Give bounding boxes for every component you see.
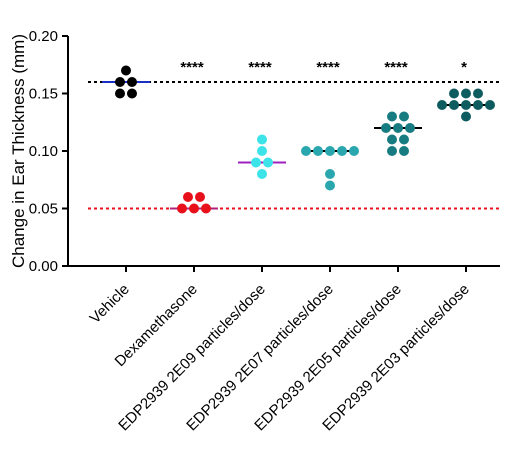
- data-point: [485, 100, 495, 110]
- data-point: [387, 134, 397, 145]
- data-point: [251, 157, 261, 168]
- data-point: [325, 146, 335, 156]
- data-point: [263, 157, 273, 168]
- significance-label: ****: [180, 59, 204, 76]
- data-point: [473, 88, 483, 99]
- y-tick-label: 0.15: [29, 86, 58, 103]
- y-tick-label: 0.05: [29, 201, 58, 218]
- data-point: [405, 123, 415, 133]
- y-axis-label: Change in Ear Thickness (mm): [9, 34, 28, 268]
- data-point: [399, 146, 409, 156]
- data-point: [257, 146, 267, 156]
- x-tick-label: Vehicle: [87, 281, 133, 327]
- y-tick-label: 0.20: [29, 28, 58, 45]
- data-point: [349, 146, 359, 156]
- data-point: [127, 77, 137, 87]
- data-point: [449, 88, 459, 99]
- data-point: [121, 65, 131, 76]
- data-point: [177, 203, 187, 214]
- data-point: [325, 180, 335, 191]
- x-tick-label: EDP2939 2E03 particles/dose: [319, 281, 473, 435]
- data-point: [461, 88, 471, 99]
- data-point: [461, 111, 471, 122]
- data-point: [115, 88, 125, 99]
- x-tick-label: EDP2939 2E07 particles/dose: [183, 281, 337, 435]
- data-point: [393, 123, 403, 133]
- data-point: [387, 146, 397, 156]
- data-point: [399, 134, 409, 145]
- data-point: [437, 100, 447, 110]
- data-point: [387, 111, 397, 122]
- x-tick-label: EDP2939 2E09 particles/dose: [115, 281, 269, 435]
- data-point: [257, 169, 267, 179]
- significance-label: ****: [384, 59, 408, 76]
- data-point: [325, 169, 335, 179]
- significance-label: ****: [316, 59, 340, 76]
- significance-label: *: [461, 59, 467, 76]
- significance-label: ****: [248, 59, 272, 76]
- data-point: [115, 77, 125, 87]
- data-point: [381, 123, 391, 133]
- data-point: [399, 111, 409, 122]
- x-tick-label: EDP2939 2E05 particles/dose: [251, 281, 405, 435]
- data-point: [257, 134, 267, 145]
- data-point: [183, 192, 193, 202]
- data-point: [301, 146, 311, 156]
- y-tick-label: 0.10: [29, 143, 58, 160]
- data-point: [313, 146, 323, 156]
- data-point: [449, 100, 459, 110]
- data-point: [473, 100, 483, 110]
- data-point: [461, 100, 471, 110]
- data-point: [201, 203, 211, 214]
- data-point: [195, 192, 205, 202]
- data-point: [337, 146, 347, 156]
- y-tick-label: 0.00: [29, 258, 58, 275]
- data-point: [189, 203, 199, 214]
- data-point: [127, 88, 137, 99]
